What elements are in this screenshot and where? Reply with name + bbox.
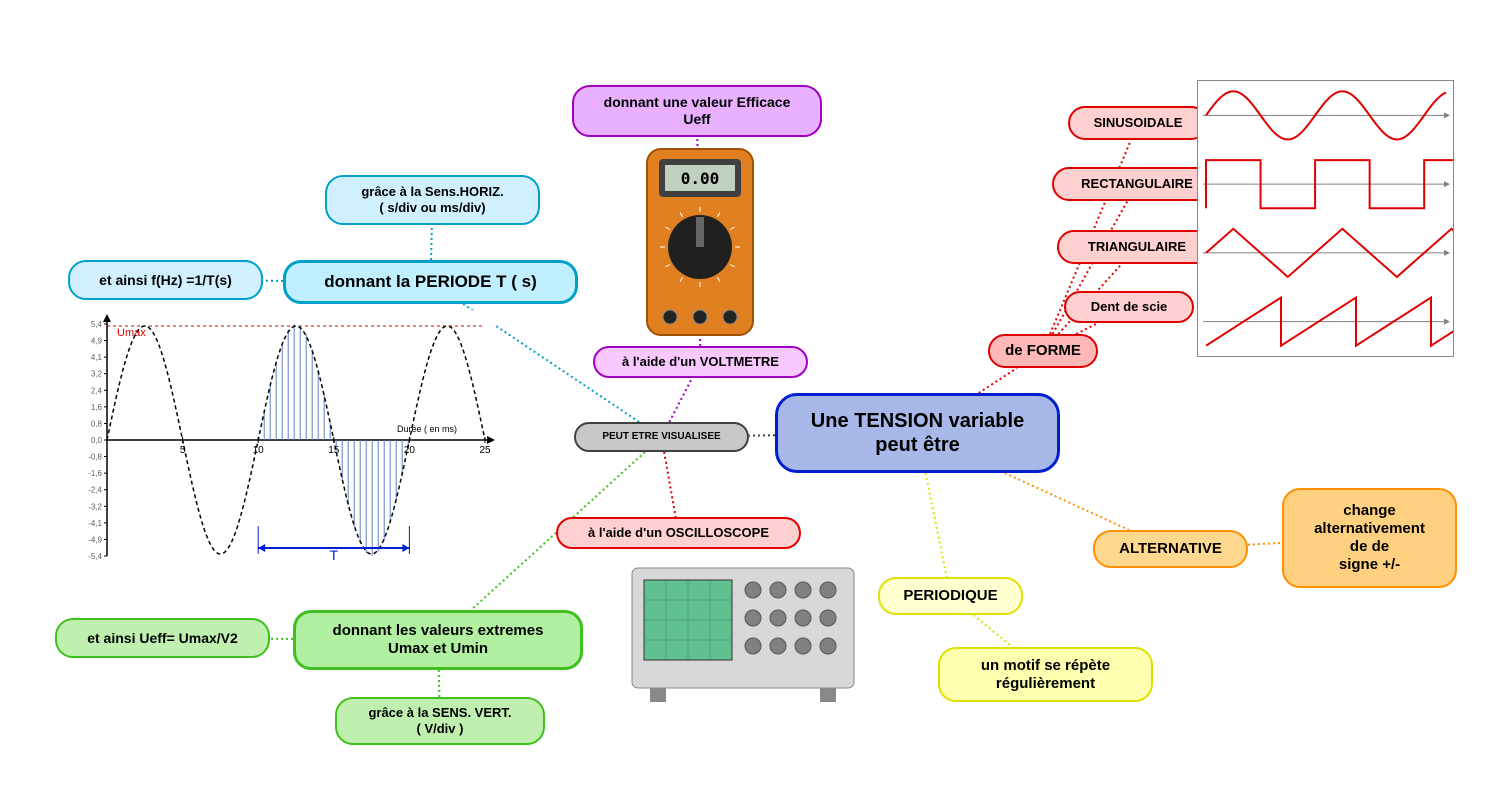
node-freq: et ainsi f(Hz) =1/T(s) — [68, 260, 263, 300]
node-vert: grâce à la SENS. VERT. ( V/div ) — [335, 697, 545, 745]
connector-visualisee-voltmetre — [669, 378, 692, 422]
node-signe: change alternativement de de signe +/- — [1282, 488, 1457, 588]
connector-central-alternative — [1005, 473, 1129, 530]
oscilloscope-illustration — [628, 560, 858, 710]
svg-text:2,4: 2,4 — [91, 386, 103, 395]
node-periode: donnant la PERIODE T ( s) — [283, 260, 578, 304]
node-extremes: donnant les valeurs extremes Umax et Umi… — [293, 610, 583, 670]
node-ueffmax: et ainsi Ueff= Umax/V2 — [55, 618, 270, 658]
node-tri: TRIANGULAIRE — [1057, 230, 1217, 264]
svg-text:0,8: 0,8 — [91, 419, 103, 428]
svg-text:-2,4: -2,4 — [88, 486, 102, 495]
svg-text:10: 10 — [253, 445, 265, 456]
node-sinus: SINUSOIDALE — [1068, 106, 1208, 140]
svg-text:20: 20 — [404, 445, 416, 456]
svg-text:25: 25 — [479, 445, 491, 456]
svg-text:0,0: 0,0 — [91, 436, 103, 445]
svg-text:-1,6: -1,6 — [88, 469, 102, 478]
svg-text:4,1: 4,1 — [91, 353, 103, 362]
connector-periodique-motif — [973, 615, 1012, 647]
waveforms-chart — [1197, 80, 1454, 357]
svg-text:-4,1: -4,1 — [88, 519, 102, 528]
node-scie: Dent de scie — [1064, 291, 1194, 323]
svg-text:15: 15 — [328, 445, 340, 456]
svg-text:-0,8: -0,8 — [88, 453, 102, 462]
connector-alternative-signe — [1248, 543, 1282, 545]
svg-text:-3,2: -3,2 — [88, 502, 102, 511]
node-visualisee: PEUT ETRE VISUALISEE — [574, 422, 749, 452]
svg-text:-5,4: -5,4 — [88, 552, 102, 561]
connector-periode-horiz — [431, 225, 432, 260]
svg-text:1,6: 1,6 — [91, 403, 103, 412]
svg-text:5,4: 5,4 — [91, 320, 103, 329]
node-forme: de FORME — [988, 334, 1098, 368]
sine-wave-chart: 5,4 4,9 4,1 3,2 2,4 1,6 0,8 0,0 -0,8 -1,6 -2,4 -3,2… — [65, 310, 495, 570]
svg-text:-4,9: -4,9 — [88, 535, 102, 544]
node-horiz: grâce à la Sens.HORIZ. ( s/div ou ms/div… — [325, 175, 540, 225]
node-motif: un motif se répète régulièrement — [938, 647, 1153, 702]
svg-text:4,9: 4,9 — [91, 337, 103, 346]
svg-text:3,2: 3,2 — [91, 370, 103, 379]
svg-text:Durée ( en ms): Durée ( en ms) — [397, 424, 457, 434]
svg-text:0.00: 0.00 — [681, 169, 720, 188]
svg-text:Umax: Umax — [117, 327, 146, 339]
multimeter-illustration: 0.00 — [645, 147, 755, 337]
node-central: Une TENSION variable peut être — [775, 393, 1060, 473]
connector-central-forme — [979, 368, 1017, 393]
node-voltmetre: à l'aide d'un VOLTMETRE — [593, 346, 808, 378]
svg-text:T: T — [330, 547, 339, 563]
connector-central-periodique — [926, 473, 947, 577]
connector-visualisee-oscillo — [664, 452, 676, 517]
connector-extremes-vert — [439, 670, 440, 697]
connector-forme-scie — [1076, 323, 1098, 334]
node-ueff: donnant une valeur Efficace Ueff — [572, 85, 822, 137]
node-alternative: ALTERNATIVE — [1093, 530, 1248, 568]
node-oscillo: à l'aide d'un OSCILLOSCOPE — [556, 517, 801, 549]
node-periodique: PERIODIQUE — [878, 577, 1023, 615]
